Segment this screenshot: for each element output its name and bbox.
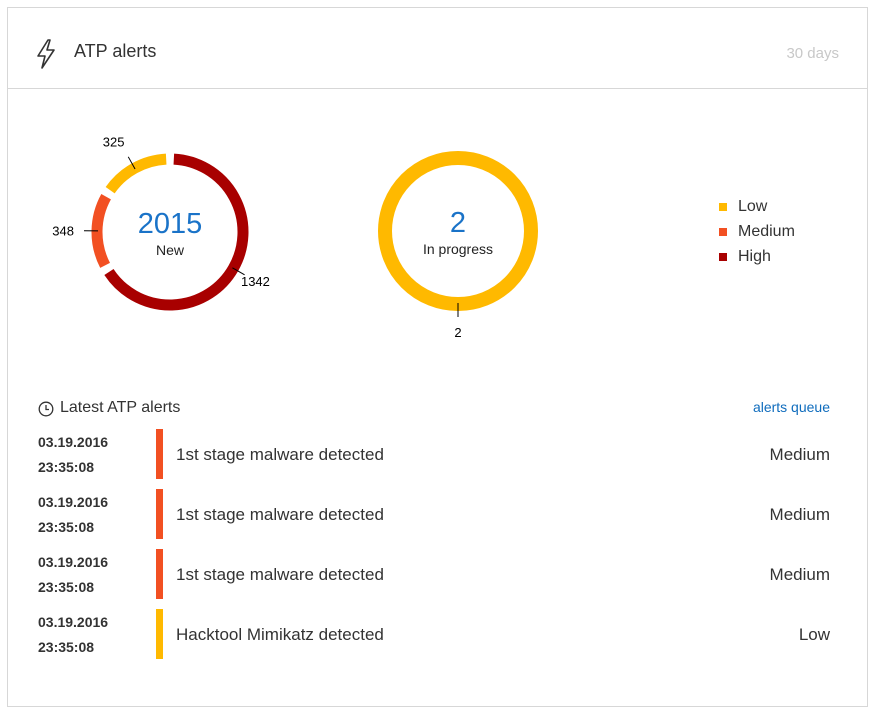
clock-icon <box>38 401 54 417</box>
alert-title: 1st stage malware detected <box>176 505 384 524</box>
alert-date: 03.19.2016 <box>38 434 109 450</box>
alert-title: 1st stage malware detected <box>176 445 384 464</box>
severity-bar <box>156 429 163 479</box>
alert-severity: Medium <box>769 445 830 464</box>
legend-swatch <box>719 253 727 261</box>
time-period-label: 30 days <box>786 45 839 62</box>
severity-bar <box>156 609 163 659</box>
alert-time: 23:35:08 <box>38 459 95 475</box>
card-title: ATP alerts <box>74 41 157 61</box>
alert-row[interactable]: 03.19.2016 23:35:08 Hacktool Mimikatz dete… <box>38 609 830 669</box>
center-label: In progress <box>423 241 493 257</box>
alerts-list: 03.19.2016 23:35:08 1st stage malware dete… <box>38 429 830 669</box>
alert-row[interactable]: 03.19.2016 23:35:08 1st stage malware dete… <box>38 429 830 489</box>
data-label: 325 <box>103 134 125 149</box>
legend-label: Low <box>738 198 768 215</box>
donut-charts: 1342 348 325 2015 New 2 2 In progress <box>52 134 538 340</box>
alert-title: Hacktool Mimikatz detected <box>176 625 384 644</box>
center-value: 2 <box>450 207 466 239</box>
alert-severity: Medium <box>769 565 830 584</box>
severity-bar <box>156 489 163 539</box>
alert-severity: Medium <box>769 505 830 524</box>
alert-row[interactable]: 03.19.2016 23:35:08 1st stage malware dete… <box>38 489 830 549</box>
alerts-queue-link[interactable]: alerts queue <box>752 399 830 415</box>
card-header: ATP alerts 30 days <box>8 8 867 89</box>
legend-swatch <box>719 228 727 236</box>
alert-time: 23:35:08 <box>38 579 95 595</box>
lightning-bolt-icon <box>37 39 55 69</box>
alert-time: 23:35:08 <box>38 639 95 655</box>
center-label: New <box>156 242 185 258</box>
legend-label: High <box>738 248 771 265</box>
data-label: 2 <box>454 325 461 340</box>
latest-alerts-header: Latest ATP alerts alerts queue <box>38 399 830 419</box>
leader-line <box>127 156 136 170</box>
data-label: 1342 <box>241 274 270 289</box>
atp-alerts-card: ATP alerts 30 days <box>7 7 868 707</box>
donut-chart-1: 1342 348 325 2015 New <box>52 134 270 311</box>
center-value: 2015 <box>138 208 203 240</box>
latest-alerts-title: Latest ATP alerts <box>60 399 181 416</box>
alert-date: 03.19.2016 <box>38 614 109 630</box>
data-label: 348 <box>52 224 74 239</box>
alert-time: 23:35:08 <box>38 519 95 535</box>
legend-label: Medium <box>738 223 795 240</box>
legend-swatch <box>719 203 727 211</box>
alert-date: 03.19.2016 <box>38 494 109 510</box>
alert-title: 1st stage malware detected <box>176 565 384 584</box>
leader-line <box>232 267 245 276</box>
donut-chart-2: 2 2 In progress <box>378 151 538 340</box>
alert-date: 03.19.2016 <box>38 554 109 570</box>
severity-bar <box>156 549 163 599</box>
alert-severity: Low <box>798 625 830 644</box>
alert-row[interactable]: 03.19.2016 23:35:08 1st stage malware dete… <box>38 549 830 609</box>
